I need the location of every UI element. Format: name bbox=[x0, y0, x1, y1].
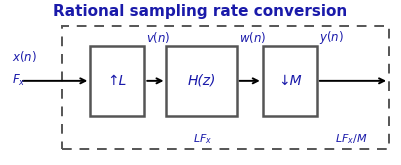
Text: $LF_x/M$: $LF_x/M$ bbox=[334, 132, 367, 146]
Text: Rational sampling rate conversion: Rational sampling rate conversion bbox=[53, 4, 348, 19]
Text: $v(n)$: $v(n)$ bbox=[146, 31, 171, 45]
Bar bbox=[62, 26, 389, 148]
Bar bbox=[166, 46, 237, 115]
Text: H(z): H(z) bbox=[187, 74, 216, 88]
Text: $x(n)$: $x(n)$ bbox=[12, 49, 37, 64]
Text: $y(n)$: $y(n)$ bbox=[319, 29, 344, 47]
Bar bbox=[263, 46, 317, 115]
Text: $w(n)$: $w(n)$ bbox=[239, 31, 266, 45]
Text: $LF_x$: $LF_x$ bbox=[193, 132, 212, 146]
Text: ↓M: ↓M bbox=[278, 74, 302, 88]
Bar bbox=[90, 46, 144, 115]
Text: $F_x$: $F_x$ bbox=[12, 73, 26, 88]
Text: ↑L: ↑L bbox=[107, 74, 127, 88]
